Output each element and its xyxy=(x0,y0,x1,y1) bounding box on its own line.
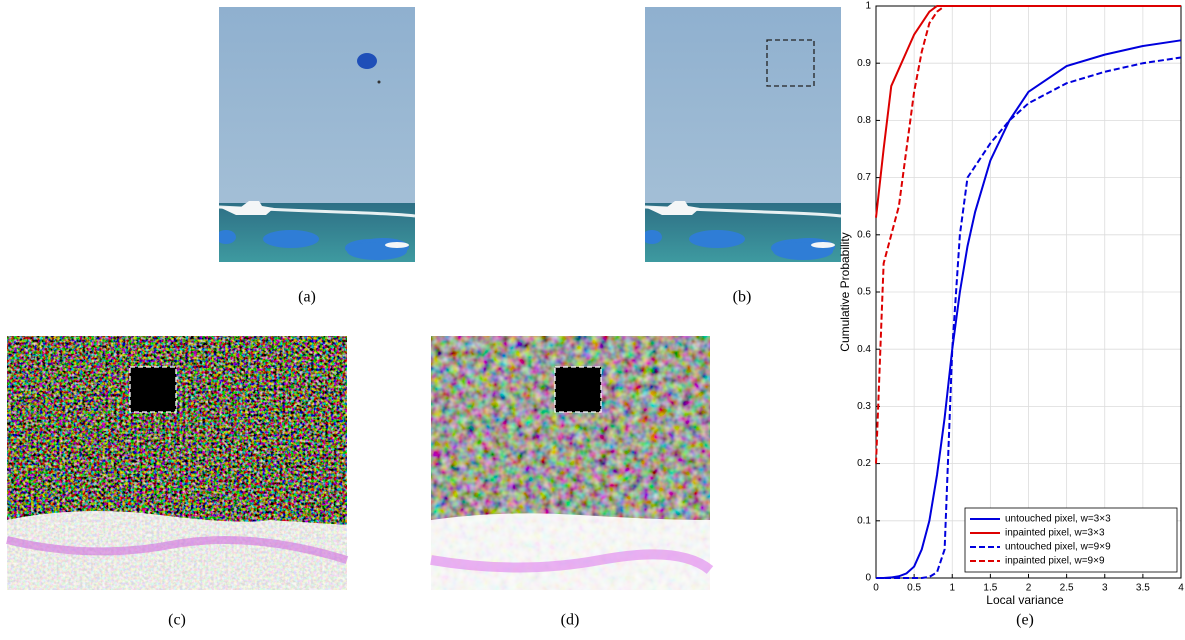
x-tick-label: 2 xyxy=(1026,583,1032,594)
figure: (a) (b) (c) (d) (e) Local variance Cumul… xyxy=(0,0,1185,635)
legend-label: inpainted pixel, w=3×3 xyxy=(1005,528,1105,539)
y-tick-label: 0.9 xyxy=(857,58,871,69)
y-tick-label: 0 xyxy=(865,573,871,584)
caption: (a) xyxy=(298,289,316,306)
legend-label: untouched pixel, w=3×3 xyxy=(1005,514,1111,525)
y-tick-label: 0.4 xyxy=(857,344,871,355)
caption: (b) xyxy=(733,289,752,306)
x-tick-label: 3 xyxy=(1102,583,1108,594)
image-c xyxy=(7,336,347,590)
legend-label: inpainted pixel, w=9×9 xyxy=(1005,556,1105,567)
image-b xyxy=(642,7,905,262)
x-tick-label: 0 xyxy=(873,583,879,594)
image-a xyxy=(216,7,479,262)
y-tick-label: 0.3 xyxy=(857,401,871,412)
legend: untouched pixel, w=3×3 inpainted pixel, w… xyxy=(965,508,1177,572)
y-tick-label: 0.8 xyxy=(857,115,871,126)
y-axis-label: Cumulative Probability xyxy=(838,232,852,351)
caption: (d) xyxy=(561,612,580,629)
y-tick-label: 0.2 xyxy=(857,458,871,469)
image-d xyxy=(431,336,710,590)
y-tick-label: 0.5 xyxy=(857,287,871,298)
y-tick-label: 0.7 xyxy=(857,172,871,183)
caption: (c) xyxy=(168,612,186,629)
x-tick-label: 1 xyxy=(949,583,955,594)
x-tick-label: 4 xyxy=(1178,583,1184,594)
y-tick-label: 0.6 xyxy=(857,229,871,240)
caption: (e) xyxy=(1016,612,1034,629)
y-tick-label: 1 xyxy=(865,1,871,12)
x-tick-label: 2.5 xyxy=(1060,583,1074,594)
x-tick-label: 1.5 xyxy=(983,583,997,594)
x-tick-label: 3.5 xyxy=(1136,583,1150,594)
legend-label: untouched pixel, w=9×9 xyxy=(1005,542,1111,553)
y-tick-label: 0.1 xyxy=(857,515,871,526)
x-tick-label: 0.5 xyxy=(907,583,921,594)
x-axis-label: Local variance xyxy=(986,593,1064,607)
